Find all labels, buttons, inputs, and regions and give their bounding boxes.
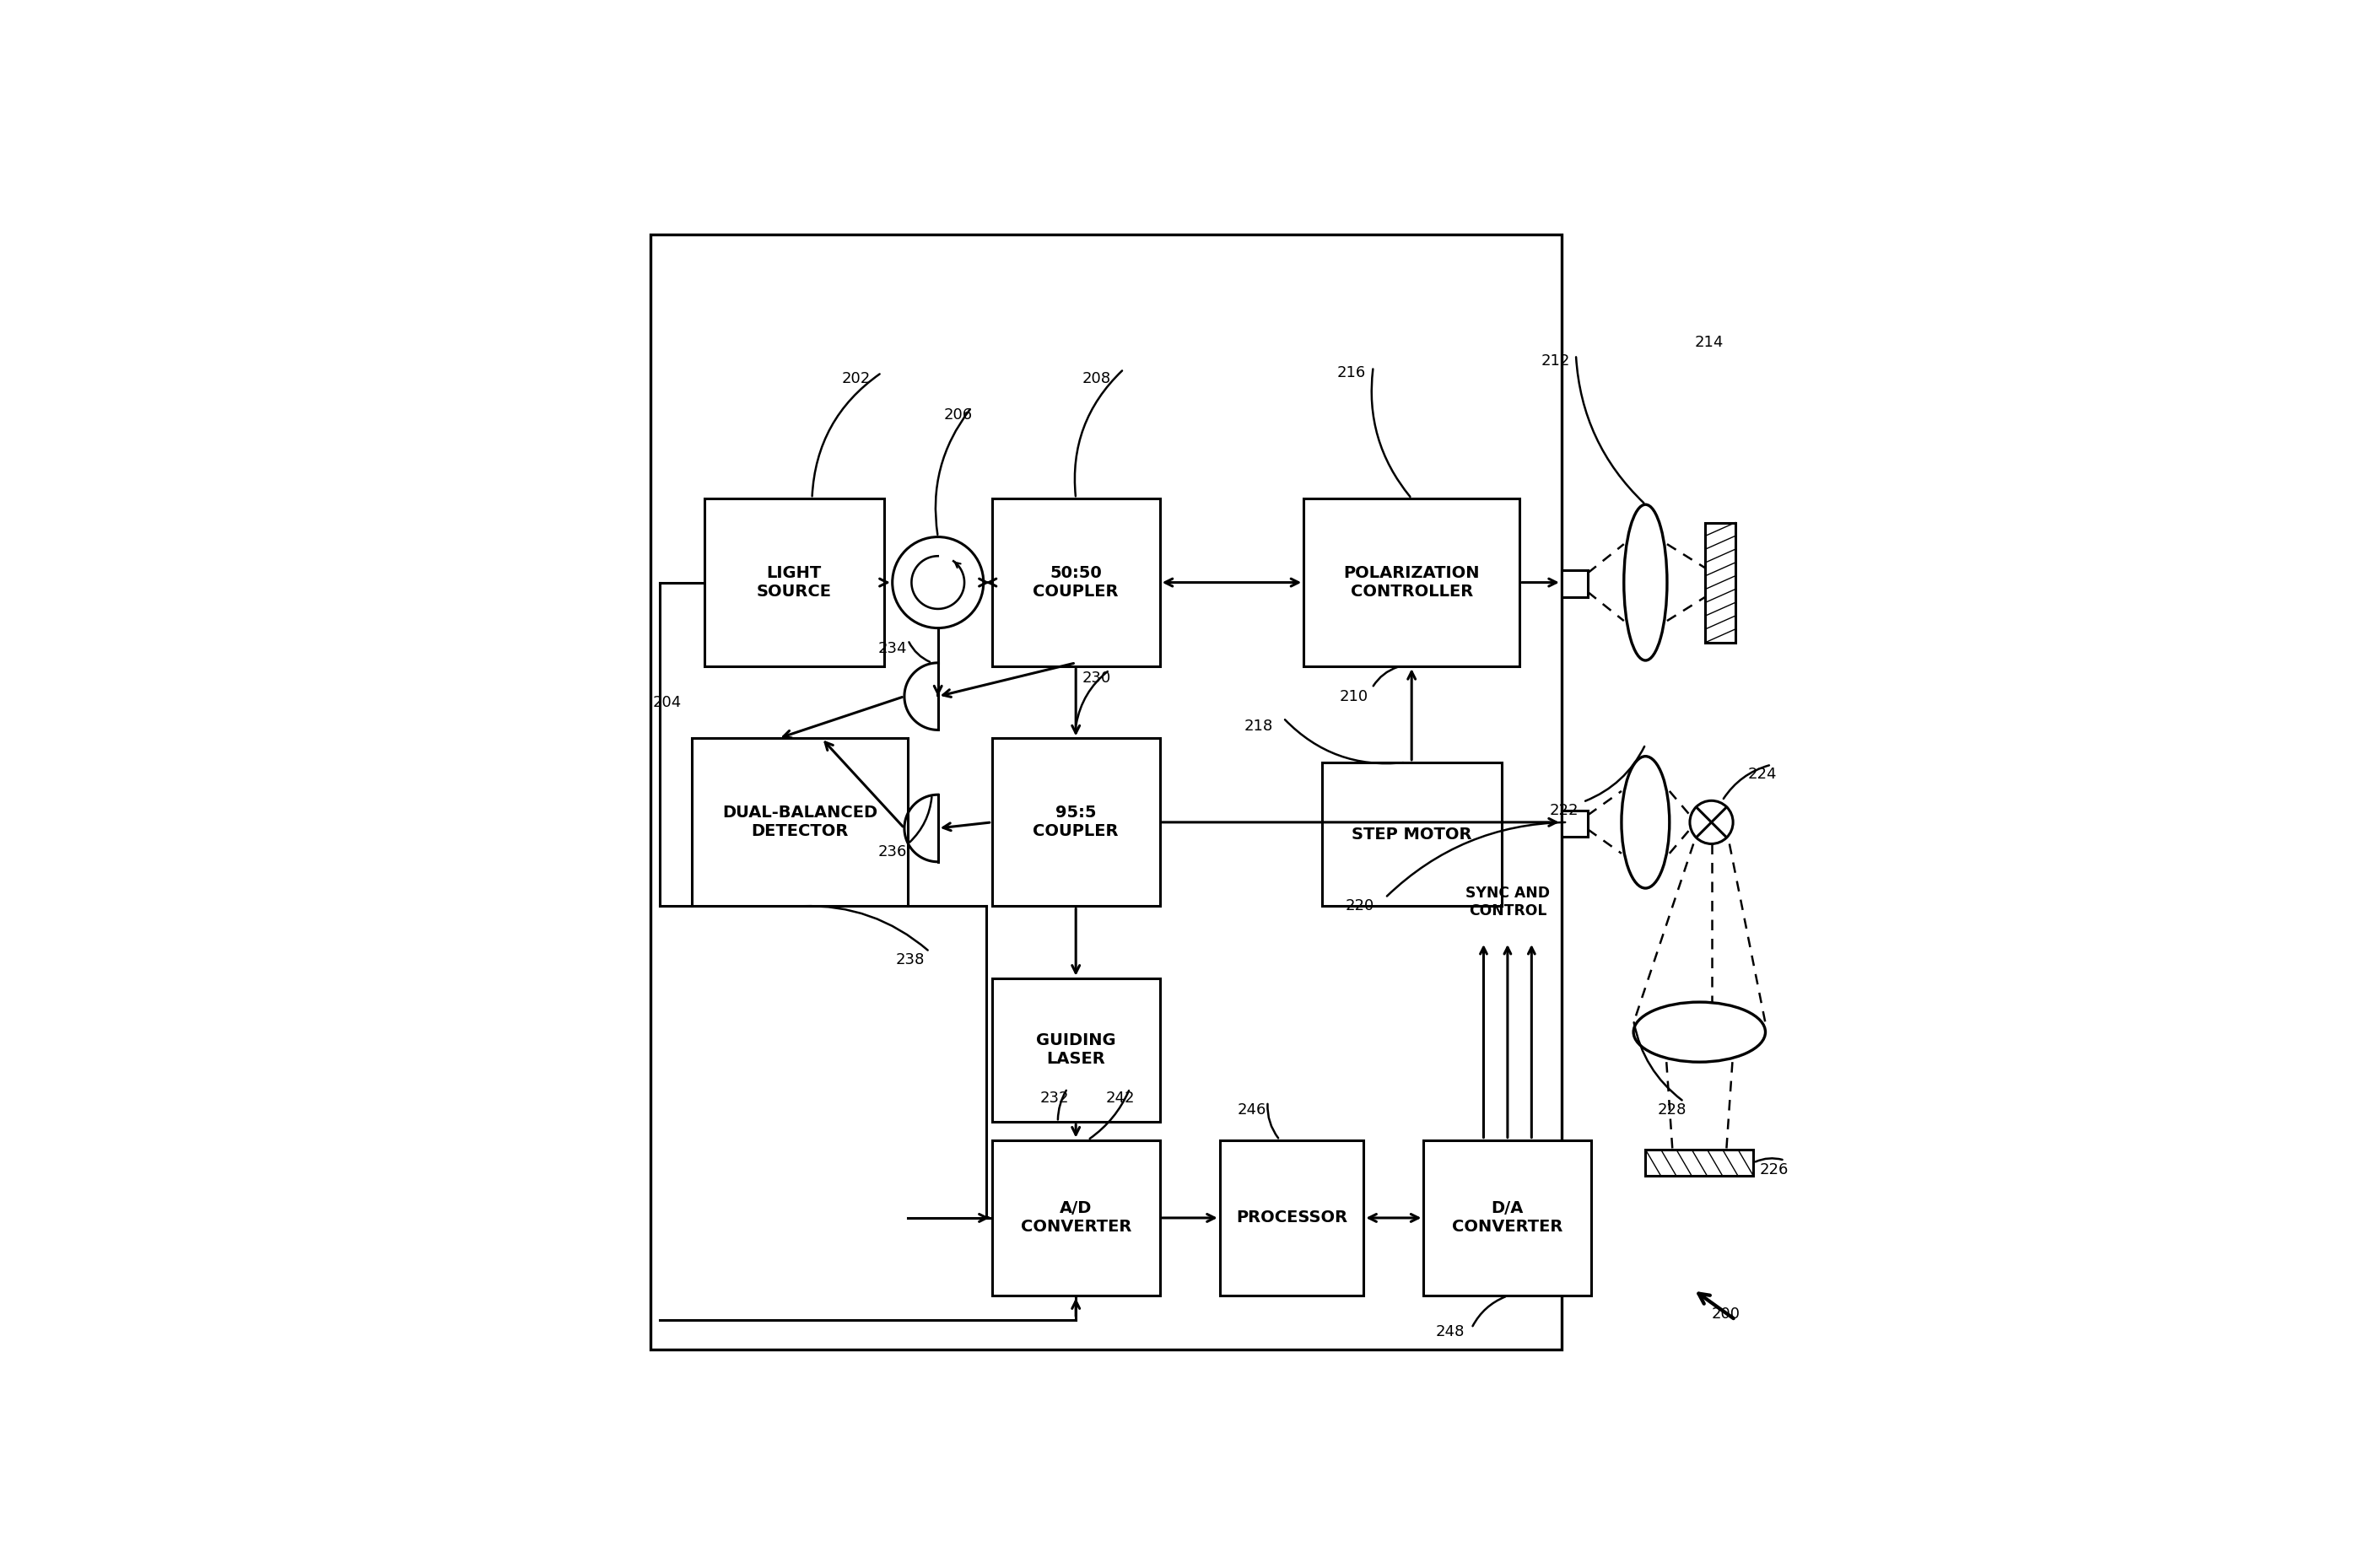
Text: 214: 214 xyxy=(1695,335,1723,350)
Text: 246: 246 xyxy=(1238,1102,1266,1118)
Text: LIGHT
SOURCE: LIGHT SOURCE xyxy=(757,565,831,599)
Text: 232: 232 xyxy=(1040,1090,1069,1105)
Bar xyxy=(992,498,1159,666)
Bar xyxy=(1645,1149,1754,1176)
Text: 242: 242 xyxy=(1107,1090,1135,1105)
Text: PROCESSOR: PROCESSOR xyxy=(1235,1210,1347,1225)
Text: 204: 204 xyxy=(652,694,681,710)
Bar xyxy=(1561,570,1587,596)
Text: DUAL-BALANCED
DETECTOR: DUAL-BALANCED DETECTOR xyxy=(724,805,878,839)
Text: 216: 216 xyxy=(1338,364,1366,380)
Text: 220: 220 xyxy=(1345,898,1376,914)
Bar xyxy=(1706,523,1735,643)
Bar xyxy=(992,1140,1159,1295)
Bar xyxy=(704,498,883,666)
Text: 208: 208 xyxy=(1083,371,1111,386)
Bar xyxy=(693,738,907,906)
Text: 222: 222 xyxy=(1549,803,1578,817)
Text: 50:50
COUPLER: 50:50 COUPLER xyxy=(1033,565,1119,599)
Bar xyxy=(992,738,1159,906)
Text: 210: 210 xyxy=(1340,688,1368,704)
Text: 248: 248 xyxy=(1435,1323,1464,1339)
Text: D/A
CONVERTER: D/A CONVERTER xyxy=(1452,1200,1564,1235)
Text: 238: 238 xyxy=(895,953,926,968)
Text: 218: 218 xyxy=(1245,719,1273,733)
Text: 95:5
COUPLER: 95:5 COUPLER xyxy=(1033,805,1119,839)
Bar xyxy=(1423,1140,1592,1295)
Text: SYNC AND
CONTROL: SYNC AND CONTROL xyxy=(1466,886,1549,919)
Text: 200: 200 xyxy=(1711,1306,1740,1322)
Text: 230: 230 xyxy=(1083,671,1111,687)
Text: 206: 206 xyxy=(945,406,973,422)
Bar xyxy=(1321,763,1502,906)
Text: POLARIZATION
CONTROLLER: POLARIZATION CONTROLLER xyxy=(1342,565,1480,599)
Bar xyxy=(1561,810,1587,836)
Text: 234: 234 xyxy=(878,641,907,655)
Bar xyxy=(650,235,1561,1350)
Bar xyxy=(1304,498,1518,666)
Text: 226: 226 xyxy=(1759,1163,1787,1177)
Text: 228: 228 xyxy=(1656,1102,1687,1118)
Text: 224: 224 xyxy=(1747,766,1775,782)
Text: STEP MOTOR: STEP MOTOR xyxy=(1352,827,1471,842)
Bar xyxy=(1219,1140,1364,1295)
Bar xyxy=(992,978,1159,1123)
Text: 202: 202 xyxy=(843,371,871,386)
Text: 236: 236 xyxy=(878,844,907,859)
Text: GUIDING
LASER: GUIDING LASER xyxy=(1035,1032,1116,1068)
Text: A/D
CONVERTER: A/D CONVERTER xyxy=(1021,1200,1130,1235)
Text: 212: 212 xyxy=(1542,353,1571,369)
